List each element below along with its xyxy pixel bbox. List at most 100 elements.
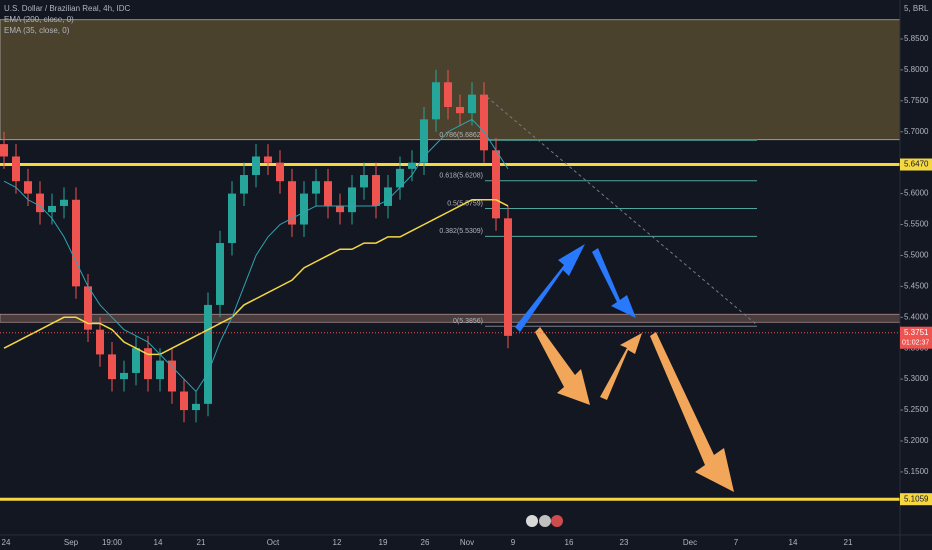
x-tick-label: Oct [267, 538, 280, 547]
candle-body [444, 82, 452, 107]
candle-body [312, 181, 320, 194]
candle-body [240, 175, 248, 194]
x-tick-label: Nov [460, 538, 474, 547]
candle-body [0, 144, 8, 157]
candle-body [84, 286, 92, 330]
candle-body [96, 329, 104, 355]
candle-body [408, 162, 416, 169]
candle-body [348, 187, 356, 213]
candle-body [156, 360, 164, 380]
candle-body [456, 107, 464, 114]
icon[interactable] [526, 515, 538, 527]
x-tick-label: 26 [421, 538, 430, 547]
x-tick-label: 14 [789, 538, 798, 547]
x-tick-label: 9 [511, 538, 516, 547]
candle-body [144, 348, 152, 380]
candle-body [48, 205, 56, 213]
x-tick-label: 24 [2, 538, 11, 547]
fib-label: 0.382(5.5309) [439, 228, 483, 235]
fib-label: 0(5.3856) [453, 318, 483, 325]
icon[interactable] [539, 515, 551, 527]
arrow-up-blue [515, 244, 585, 332]
arrow-down-long [650, 332, 734, 492]
candle-body [168, 360, 176, 392]
candle-body [336, 205, 344, 213]
candle-body [12, 156, 20, 182]
support-band [0, 313, 901, 323]
legend-ema200: EMA (200, close, 0) [4, 15, 74, 24]
level-tag [900, 493, 932, 506]
y-tick-label: 5.1500 [904, 467, 929, 476]
x-tick-label: 23 [620, 538, 629, 547]
y-tick-label: 5.4500 [904, 281, 929, 290]
legend-ema35: EMA (35, close, 0) [4, 26, 70, 35]
y-tick-label: 5.2000 [904, 436, 929, 445]
x-tick-label: 7 [734, 538, 739, 547]
y-tick-label: 5.7500 [904, 96, 929, 105]
y-tick-label: 5.5000 [904, 251, 929, 260]
x-tick-label: 21 [197, 538, 206, 547]
y-tick-label: 5.8000 [904, 65, 929, 74]
last-price-label: 5.3751 [904, 328, 929, 337]
candle-body [36, 193, 44, 213]
candle-body [204, 304, 212, 404]
x-tick-label: 14 [154, 538, 163, 547]
candle-body [396, 168, 404, 188]
y-tick-label: 5.8500 [904, 34, 929, 43]
fib-label: 0.786(5.6862) [439, 132, 483, 139]
candle-body [108, 354, 116, 380]
candle-body [216, 243, 224, 305]
level-tag-label: 5.1059 [904, 494, 929, 503]
candle-body [228, 193, 236, 244]
resistance-zone [0, 19, 901, 141]
candle-body [360, 175, 368, 188]
x-tick-label: 21 [844, 538, 853, 547]
ema-line [3, 118, 509, 393]
candle-body [420, 119, 428, 163]
candle-body [324, 181, 332, 206]
y-tick-label: 5.3000 [904, 374, 929, 383]
candle-body [492, 150, 500, 219]
y-axis-unit: 5, BRL [904, 4, 929, 13]
toolbar-icons[interactable] [526, 515, 563, 527]
y-tick-label: 5.4000 [904, 312, 929, 321]
candle-body [432, 82, 440, 120]
x-tick-label: 19:00 [102, 538, 123, 547]
plot: 5.10005.15005.20005.25005.30005.35005.40… [0, 19, 929, 547]
candle-body [192, 403, 200, 411]
candle-body [372, 175, 380, 206]
ema-line [3, 199, 509, 356]
arrow-down [535, 327, 590, 405]
candle-body [384, 187, 392, 206]
candle-body [468, 94, 476, 114]
candle-body [72, 199, 80, 287]
candle-body [264, 156, 272, 163]
candle-body [252, 156, 260, 176]
candle-body [288, 181, 296, 225]
candle-body [60, 199, 68, 206]
last-price-tag [900, 326, 932, 349]
level-tag-label: 5.6470 [904, 160, 929, 169]
candle-body [300, 193, 308, 225]
countdown-label: 01:02:37 [902, 340, 929, 347]
y-tick-label: 5.7000 [904, 127, 929, 136]
chart-title: U.S. Dollar / Brazilian Real, 4h, IDC [4, 4, 130, 13]
x-tick-label: Dec [683, 538, 697, 547]
icon[interactable] [551, 515, 563, 527]
candle-body [504, 218, 512, 336]
y-tick-label: 5.5500 [904, 220, 929, 229]
candle-body [480, 94, 488, 151]
x-tick-label: 12 [333, 538, 342, 547]
candle-body [132, 348, 140, 373]
candle-body [24, 181, 32, 194]
arrow-up [600, 333, 642, 400]
candle-body [120, 372, 128, 380]
fib-label: 0.618(5.6208) [439, 173, 483, 180]
y-tick-label: 5.6000 [904, 189, 929, 198]
candle-body [180, 391, 188, 411]
level-tag [900, 158, 932, 171]
arrow-down-blue [592, 248, 636, 318]
x-tick-label: 19 [379, 538, 388, 547]
